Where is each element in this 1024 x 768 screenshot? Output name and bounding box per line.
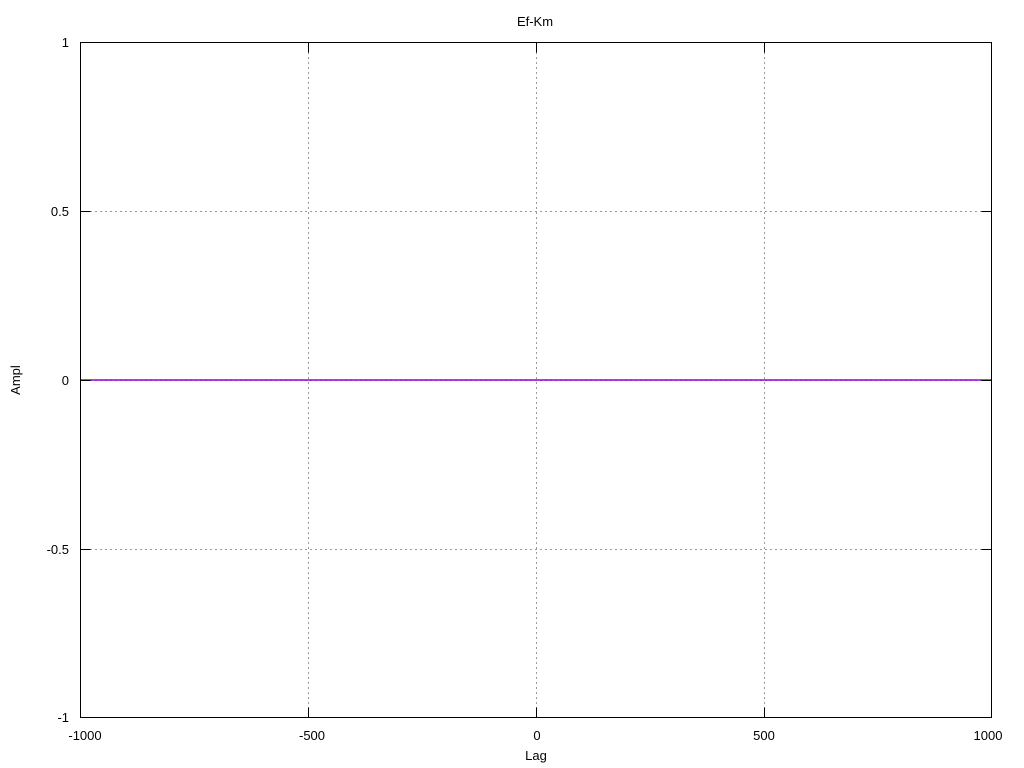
y-tick-label--1: -1 <box>57 710 69 725</box>
y-tick-marks-right <box>981 41 992 719</box>
y-tick-marks <box>80 41 91 719</box>
x-tick-label-0: 0 <box>533 728 540 743</box>
y-tick-label-1: 1 <box>62 35 69 50</box>
x-axis-title: Lag <box>525 748 547 763</box>
x-tick-label--1000: -1000 <box>68 728 101 743</box>
x-tick-marks <box>79 707 993 718</box>
y-tick-label-0.5: 0.5 <box>51 204 69 219</box>
x-tick-label--500: -500 <box>299 728 325 743</box>
y-tick-labels: 1 0.5 0 -0.5 -1 <box>47 35 69 725</box>
x-tick-label-1000: 1000 <box>974 728 1003 743</box>
x-tick-label-500: 500 <box>753 728 775 743</box>
x-tick-marks-top <box>79 42 993 53</box>
y-tick-label--0.5: -0.5 <box>47 542 69 557</box>
chart-title: Ef-Km <box>517 14 553 29</box>
y-tick-label-0: 0 <box>62 373 69 388</box>
y-axis-title: Ampl <box>8 365 23 395</box>
x-tick-labels: -1000 -500 0 500 1000 <box>68 728 1002 743</box>
